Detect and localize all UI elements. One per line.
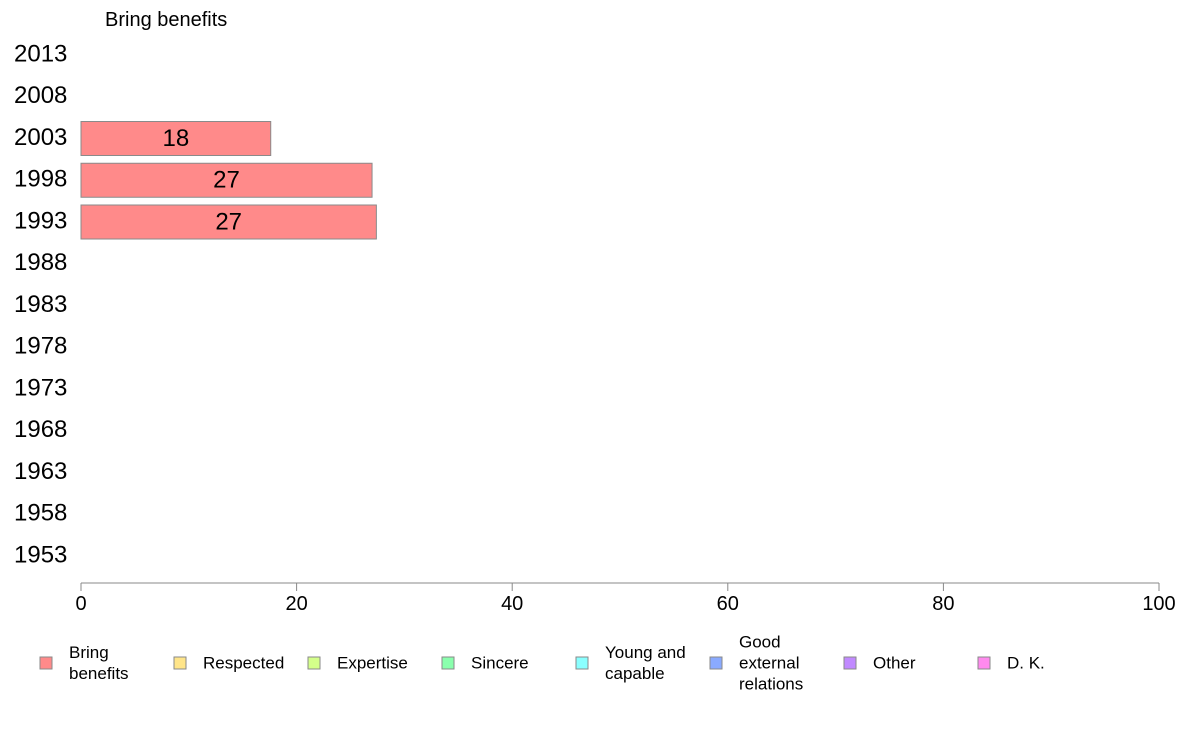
bar	[80, 204, 377, 240]
category-label: 1973	[14, 374, 67, 401]
category-label: 1978	[14, 333, 67, 360]
bars: 18 27 27	[80, 121, 377, 240]
legend-label: Expertise	[337, 653, 408, 672]
x-tick-label: 100	[1142, 593, 1175, 615]
category-label: 1998	[14, 166, 67, 193]
legend-item: Good external relations	[709, 632, 803, 693]
legend-label: Respected	[203, 653, 284, 672]
x-tick-label: 20	[285, 593, 307, 615]
legend: Bring benefits Respected Expertise Sincere Yo…	[39, 632, 1045, 693]
legend-item: Respected	[173, 653, 284, 672]
bar	[80, 121, 272, 156]
legend-label: Bring	[69, 643, 109, 662]
data-label: 27	[215, 208, 242, 235]
category-label: 1968	[14, 416, 67, 443]
category-label: 2013	[14, 40, 67, 67]
data-label: 18	[163, 125, 190, 152]
legend-swatch	[843, 656, 857, 670]
legend-label: capable	[605, 664, 665, 683]
legend-label: Other	[873, 653, 916, 672]
category-labels: 2013 2008 2003 1998 1993 1988 1983 1978 1973 1968…	[14, 40, 67, 568]
legend-item: D. K.	[977, 653, 1045, 672]
x-tick-label: 80	[932, 593, 954, 615]
legend-label: Sincere	[471, 653, 529, 672]
legend-swatch	[977, 656, 991, 670]
legend-swatch	[575, 656, 589, 670]
legend-label: Young and	[605, 643, 686, 662]
legend-item: Bring benefits	[39, 643, 129, 683]
legend-swatch	[39, 656, 53, 670]
legend-item: Other	[843, 653, 916, 672]
legend-swatch	[709, 656, 723, 670]
x-tick-label: 40	[501, 593, 523, 615]
data-label: 27	[213, 167, 240, 194]
legend-item: Sincere	[441, 653, 529, 672]
legend-label: Good	[739, 632, 781, 651]
legend-label: external	[739, 653, 799, 672]
x-tick-label: 60	[717, 593, 739, 615]
category-label: 1953	[14, 541, 67, 568]
legend-item: Young and capable	[575, 643, 686, 683]
legend-label: relations	[739, 674, 803, 693]
legend-swatch	[173, 656, 187, 670]
chart-title: Bring benefits	[105, 9, 227, 31]
category-label: 1993	[14, 207, 67, 234]
category-label: 1963	[14, 458, 67, 485]
legend-swatch	[441, 656, 455, 670]
x-tick-label: 0	[75, 593, 86, 615]
legend-swatch	[307, 656, 321, 670]
category-label: 1983	[14, 291, 67, 318]
category-label: 2008	[14, 82, 67, 109]
bar	[80, 162, 373, 198]
legend-label: D. K.	[1007, 653, 1045, 672]
x-axis: 0 20 40 60 80 100	[75, 582, 1176, 615]
category-label: 1988	[14, 249, 67, 276]
legend-item: Expertise	[307, 653, 408, 672]
category-label: 1958	[14, 500, 67, 527]
category-label: 2003	[14, 124, 67, 151]
legend-label: benefits	[69, 664, 129, 683]
